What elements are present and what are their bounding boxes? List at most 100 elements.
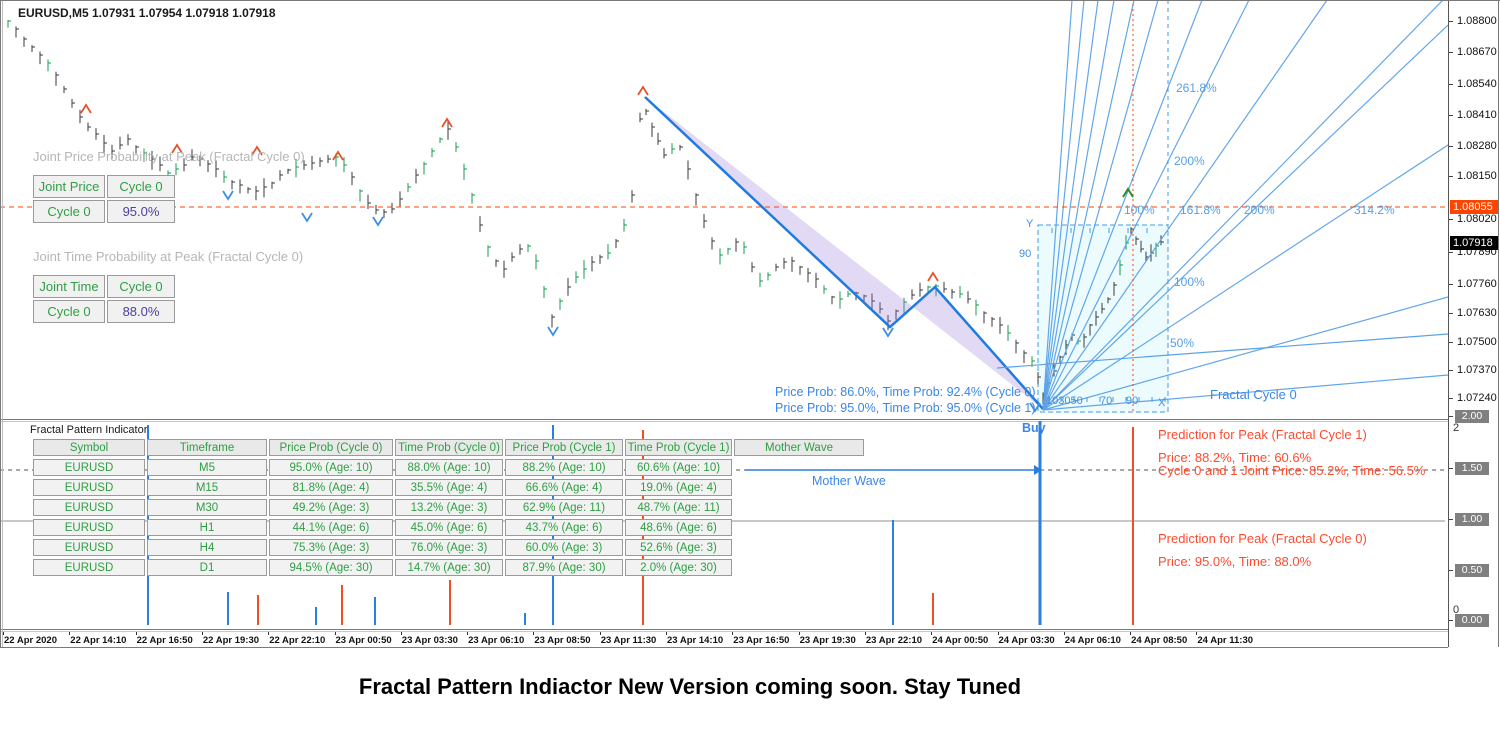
time-axis[interactable]: 22 Apr 2020 22 Apr 14:10 22 Apr 16:50 22 Ap… [0,632,1448,648]
table-cell[interactable]: 66.6% (Age: 4) [505,479,623,496]
fan-percent-label: 100% [1174,275,1205,289]
indicator-name: Fractal Pattern Indicator [30,424,148,436]
table-cell[interactable]: 35.5% (Age: 4) [395,479,503,496]
table-header-cell[interactable]: Mother Wave [734,439,864,456]
table-cell[interactable]: 81.8% (Age: 4) [269,479,393,496]
fractal-up-arrow-icon [637,85,649,96]
price-axis-label: 1.07630 [1457,307,1497,319]
price-axis-label: 1.07500 [1457,336,1497,348]
table-cell[interactable]: 48.7% (Age: 11) [625,499,732,516]
banner-text: Fractal Pattern Indiactor New Version co… [358,674,1022,699]
table-cell[interactable]: M15 [147,479,267,496]
table-cell[interactable]: 88.2% (Age: 10) [505,459,623,476]
table-cell[interactable]: 48.6% (Age: 6) [625,519,732,536]
table-cell[interactable]: 95.0% (Age: 10) [269,459,393,476]
time-axis-label: 24 Apr 03:30 [998,635,1055,646]
time-axis-tick [864,632,866,635]
fractal-cycle-label: Fractal Cycle 0 [1210,387,1297,402]
pane-separator-top[interactable] [0,419,1448,420]
price-axis-label: 1.07760 [1457,278,1497,290]
prediction-cycle0-values: Price: 95.0%, Time: 88.0% [1158,554,1312,569]
table-header-cell[interactable]: Time Prob (Cycle 1) [625,439,732,456]
time-axis-tick [69,632,71,635]
table-cell[interactable]: 94.5% (Age: 30) [269,559,393,576]
table-header-cell[interactable]: Price Prob (Cycle 0) [269,439,393,456]
table-cell[interactable]: 14.7% (Age: 30) [395,559,503,576]
price-badge: 1.07918 [1450,236,1499,250]
table-cell[interactable]: EURUSD [33,519,145,536]
table-cell[interactable]: EURUSD [33,559,145,576]
table-cell[interactable]: 49.2% (Age: 3) [269,499,393,516]
pane-separator-bottom[interactable] [0,629,1448,630]
table-cell[interactable]: M5 [147,459,267,476]
table-cell[interactable]: H4 [147,539,267,556]
table-header-cell[interactable]: Time Prob (Cycle 0) [395,439,503,456]
table-cell[interactable]: 87.9% (Age: 30) [505,559,623,576]
sub-axis-tick [1449,570,1453,571]
price-axis-label: 1.08280 [1457,140,1497,152]
prediction-joint-line: Cycle 0 and 1 Joint Price: 85.2%, Time: … [1158,463,1426,478]
table-header-cell[interactable]: Price Prob (Cycle 1) [505,439,623,456]
symbol-ohlc-header: EURUSD,M5 1.07931 1.07954 1.07918 1.0791… [18,6,276,20]
price-axis[interactable]: 1.08800 1.08670 1.08540 1.08410 1.08280 1.081… [1448,0,1500,647]
price-axis-tick [1449,342,1453,343]
price-axis-label: 1.08540 [1457,78,1497,90]
table-cell[interactable]: 60.6% (Age: 10) [625,459,732,476]
mini-axis-label: 90 [1019,248,1032,260]
table-cell[interactable]: EURUSD [33,479,145,496]
time-axis-label: 24 Apr 08:50 [1131,635,1188,646]
indicator-subwindow[interactable]: Fractal Pattern Indicator Symbol Timefram… [0,421,1448,629]
joint-table-cell: Cycle 0 [33,200,105,223]
fractal-down-arrow-icon [301,212,313,223]
time-axis-tick [467,632,469,635]
table-cell[interactable]: M30 [147,499,267,516]
table-cell[interactable]: EURUSD [33,539,145,556]
price-chart-canvas [0,0,1448,413]
table-cell[interactable]: 60.0% (Age: 3) [505,539,623,556]
time-axis-label: 24 Apr 11:30 [1197,635,1254,646]
table-header-cell[interactable]: Timeframe [147,439,267,456]
fib-fan-line [1042,0,1085,411]
table-cell[interactable]: 52.6% (Age: 3) [625,539,732,556]
table-cell[interactable]: 45.0% (Age: 6) [395,519,503,536]
fib-fan-line [1042,0,1099,411]
table-cell[interactable]: EURUSD [33,459,145,476]
prediction-cycle1-values: Price: 88.2%, Time: 60.6% [1158,450,1312,465]
table-cell[interactable]: 13.2% (Age: 3) [395,499,503,516]
table-cell[interactable]: 2.0% (Age: 30) [625,559,732,576]
price-axis-label: 1.07370 [1457,364,1497,376]
fractal-down-arrow-icon [222,190,234,201]
table-cell[interactable]: H1 [147,519,267,536]
fractal-down-arrow-icon [547,326,559,337]
fib-fan-line [1042,144,1448,411]
price-axis-tick [1449,115,1453,116]
mother-wave-band [645,97,1043,409]
time-axis-label: 24 Apr 06:10 [1064,635,1121,646]
time-axis-tick [732,632,734,635]
fractal-up-arrow-icon [171,143,183,154]
table-cell[interactable]: EURUSD [33,499,145,516]
table-cell[interactable]: 43.7% (Age: 6) [505,519,623,536]
price-axis-label: 1.08020 [1457,213,1497,225]
table-cell[interactable]: 44.1% (Age: 6) [269,519,393,536]
table-header-cell[interactable]: Symbol [33,439,145,456]
table-cell[interactable]: 75.3% (Age: 3) [269,539,393,556]
time-axis-tick [3,632,4,635]
table-cell[interactable]: 19.0% (Age: 4) [625,479,732,496]
fib-fan-line [1042,0,1159,411]
table-cell[interactable]: D1 [147,559,267,576]
joint-table-cell: Cycle 0 [107,275,175,298]
table-cell[interactable]: 88.0% (Age: 10) [395,459,503,476]
table-cell[interactable]: 76.0% (Age: 3) [395,539,503,556]
price-axis-tick [1449,84,1453,85]
time-axis-label: 22 Apr 22:10 [269,635,326,646]
buy-arrow-icon [1122,187,1134,198]
mother-wave-zigzag [644,96,1044,410]
price-axis-label: 1.08670 [1457,46,1497,58]
sub-axis-badge: 2.00 [1455,410,1489,423]
fib-fan-line [1042,0,1328,411]
table-cell[interactable]: 62.9% (Age: 11) [505,499,623,516]
window-top-edge [0,0,1500,1]
main-chart-pane[interactable]: EURUSD,M5 1.07931 1.07954 1.07918 1.0791… [0,0,1448,419]
price-axis-label: 1.08410 [1457,109,1497,121]
